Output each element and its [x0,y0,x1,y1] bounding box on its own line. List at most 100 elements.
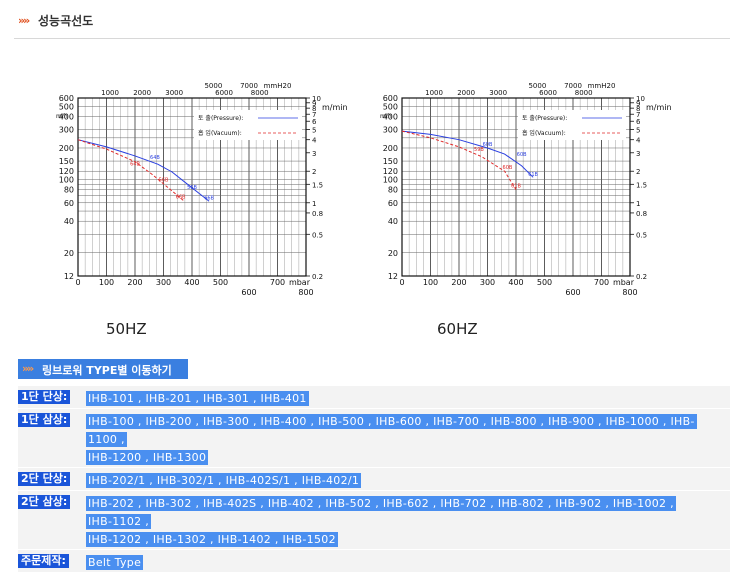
x-tick-label: 700 [594,278,609,287]
top-tick-label: 8000 [251,89,269,97]
x-tick-label: 500 [537,278,552,287]
right-tick-label: 10 [312,95,321,103]
curve-label: 61B [511,184,521,190]
legend-vacuum-label: 흡 입(Vacuum): [522,129,566,137]
model-row-2-phase-single: 2단 단상: IHB-202/1 , IHB-302/1 , IHB-402S/… [18,467,730,490]
y-tick-label: 600 [59,94,74,103]
right-tick-label: 4 [312,137,317,145]
right-tick-label: 8 [636,105,640,113]
legend-pressure-label: 토 출(Pressure): [198,114,243,122]
right-tick-label: 0.2 [312,273,323,281]
pressure-curve [77,139,210,202]
chart-title-50hz: 50HZ [106,320,147,338]
model-link[interactable]: 1100 , [86,432,127,447]
plot-frame [77,97,307,277]
type-nav-button[interactable]: »» 링브로워 TYPE별 이동하기 [18,359,188,379]
curve-label: 64B [150,155,160,161]
y-tick-label: 60 [64,199,74,208]
right-tick-label: 10 [636,95,645,103]
legend-pressure-label: 토 출(Pressure): [522,114,567,122]
top-tick-label: 1000 [425,89,443,97]
model-row-1-phase-single: 1단 단상: IHB-101 , IHB-201 , IHB-301 , IHB… [18,385,730,408]
y-tick-label: 40 [388,217,398,226]
y-tick-label: 120 [59,167,74,176]
x-tick-label: 700 [270,278,285,287]
top-tick-label: mmH20 [588,82,616,90]
top-tick-label: 3000 [165,89,183,97]
y-tick-label: 500 [59,102,74,111]
y-tick-label: 60 [388,199,398,208]
x-tick-label: mbar [613,278,635,287]
vacuum-curve [77,139,184,201]
right-tick-label: 1 [312,200,316,208]
y-tick-label: 300 [59,126,74,135]
x-tick-label: 500 [213,278,228,287]
right-tick-label: 1.5 [312,181,323,189]
type-nav-label: 링브로워 TYPE별 이동하기 [42,364,172,377]
x-tick-label: mbar [289,278,311,287]
row-label: 2단 단상: [18,472,71,486]
x-tick-label: 400 [508,278,523,287]
y-tick-label: 200 [59,144,74,153]
pressure-curve [401,130,534,178]
chart-title-60hz: 60HZ [437,320,478,338]
right-tick-label: 0.8 [636,210,647,218]
right-tick-label: 1 [636,200,640,208]
right-tick-label: 7 [312,111,316,119]
model-link[interactable]: IHB-1200 , IHB-1300 [86,450,209,465]
right-axis-unit: m/min [322,103,348,112]
y-tick-label: 40 [64,217,74,226]
model-link[interactable]: Belt Type [86,555,144,570]
top-tick-label: 8000 [575,89,593,97]
y-tick-label: 12 [388,272,398,281]
y-tick-label: 400 [59,112,74,121]
model-row-custom: 주문제작: Belt Type [18,549,730,572]
right-tick-label: 9 [312,100,316,108]
x-tick-label: 200 [127,278,142,287]
curve-label: 66B [176,195,186,201]
y-tick-label: 120 [383,167,398,176]
top-tick-label: 2000 [133,89,151,97]
model-row-1-phase-three: 1단 삼상: IHB-100 , IHB-200 , IHB-300 , IHB… [18,408,730,467]
model-link[interactable]: IHB-101 , IHB-201 , IHB-301 , IHB-401 [86,391,309,406]
double-arrow-icon: »» [18,14,30,27]
x-tick-label: 800 [622,288,637,297]
y-tick-label: 80 [64,186,74,195]
top-tick-label: 6000 [539,89,557,97]
right-tick-label: 2 [636,168,640,176]
top-tick-label: mmH20 [264,82,292,90]
top-tick-label: 1000 [101,89,119,97]
right-tick-label: 6 [636,118,641,126]
right-tick-label: 5 [636,127,640,135]
model-link[interactable]: IHB-202/1 , IHB-302/1 , IHB-402S/1 , IHB… [86,473,362,488]
vacuum-curve [401,130,517,190]
model-link[interactable]: IHB-1202 , IHB-1302 , IHB-1402 , IHB-150… [86,532,338,547]
model-link[interactable]: IHB-202 , IHB-302 , IHB-402S , IHB-402 ,… [86,496,676,511]
right-tick-label: 0.2 [636,273,647,281]
right-tick-label: 3 [312,150,316,158]
section-header: »» 성능곡선도 [14,8,730,39]
y-tick-label: 300 [383,126,398,135]
right-tick-label: 6 [312,118,317,126]
x-tick-label: 0 [399,278,404,287]
model-link[interactable]: IHB-1102 , [86,514,152,529]
right-tick-label: 2 [312,168,316,176]
x-tick-label: 200 [451,278,466,287]
x-tick-label: 300 [156,278,171,287]
section-title: 성능곡선도 [38,14,94,28]
y-tick-label: 150 [59,157,74,166]
top-tick-label: 7000 [240,82,258,90]
x-tick-label: 600 [565,288,580,297]
row-label: 1단 삼상: [18,413,71,427]
x-tick-label: 600 [241,288,256,297]
top-tick-label: 6000 [215,89,233,97]
right-tick-label: 0.8 [312,210,323,218]
right-tick-label: 3 [636,150,640,158]
top-tick-label: 5000 [204,82,222,90]
y-axis-unit: m/h [56,113,68,120]
curve-label: 59B [474,147,484,153]
curve-label: 60B [503,165,513,171]
model-link[interactable]: IHB-100 , IHB-200 , IHB-300 , IHB-400 , … [86,414,697,429]
legend-box [194,110,302,140]
top-tick-label: 2000 [457,89,475,97]
